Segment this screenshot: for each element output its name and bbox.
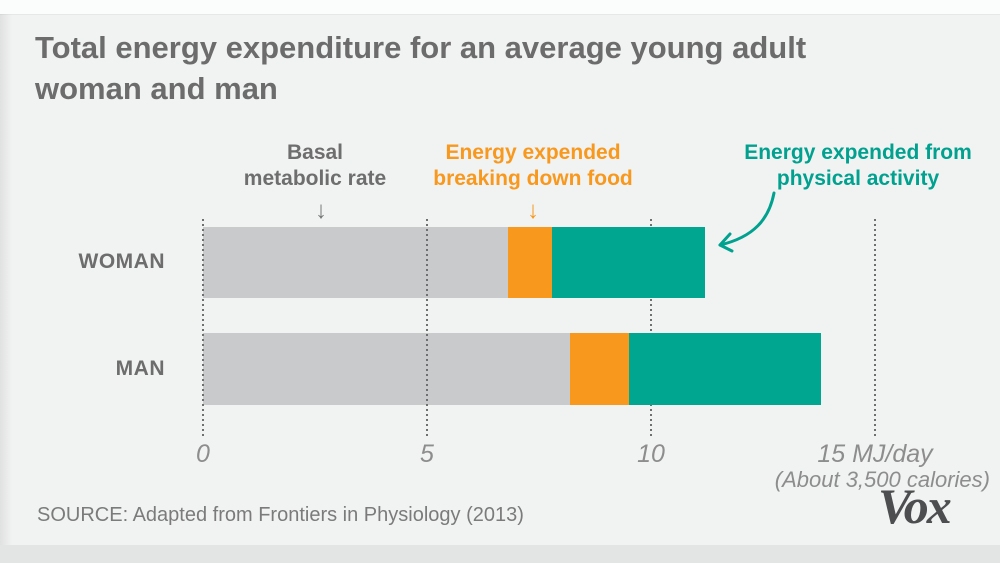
chart-title-line1: Total energy expenditure for an average … — [35, 30, 807, 65]
bar-segment-man-food — [570, 333, 629, 405]
bar-segment-woman-food — [507, 227, 553, 298]
gridline-5 — [426, 219, 428, 438]
left-edge-shadow — [0, 14, 12, 545]
down-arrow-icon: ↓ — [315, 197, 327, 224]
curved-arrow-icon — [718, 191, 776, 253]
x-tick-label-0: 0 — [196, 440, 210, 468]
x-tick-label-15: 15 MJ/day — [817, 440, 933, 468]
bar-segment-man-bmr — [203, 333, 571, 405]
x-tick-label-10: 10 — [637, 440, 665, 468]
gridline-10 — [650, 219, 652, 438]
gridline-0 — [202, 219, 204, 438]
source-credit: SOURCE: Adapted from Frontiers in Physio… — [37, 504, 524, 526]
vox-logo: Vox — [878, 478, 952, 534]
top-strip — [0, 0, 1000, 15]
bar-segment-woman-bmr — [203, 227, 508, 298]
axis-note: (About 3,500 calories) — [774, 467, 990, 492]
row-label-man: MAN — [115, 357, 165, 380]
row-label-woman: WOMAN — [78, 250, 165, 273]
legend-label-basal-metabolic-rate: Basal metabolic rate — [243, 141, 387, 190]
gridline-15 — [874, 219, 876, 438]
bottom-strip — [0, 545, 1000, 563]
chart-title: Total energy expenditure for an average … — [35, 27, 935, 109]
bar-segment-woman-activity — [552, 227, 705, 298]
chart-title-line2: woman and man — [35, 71, 278, 106]
down-arrow-icon: ↓ — [527, 197, 539, 224]
legend-label-physical-activity: Energy expended from physical activity — [744, 141, 972, 190]
bar-segment-man-activity — [628, 333, 822, 405]
legend-label-energy-breaking-down-food: Energy expended breaking down food — [433, 141, 633, 190]
x-tick-label-5: 5 — [420, 440, 434, 468]
